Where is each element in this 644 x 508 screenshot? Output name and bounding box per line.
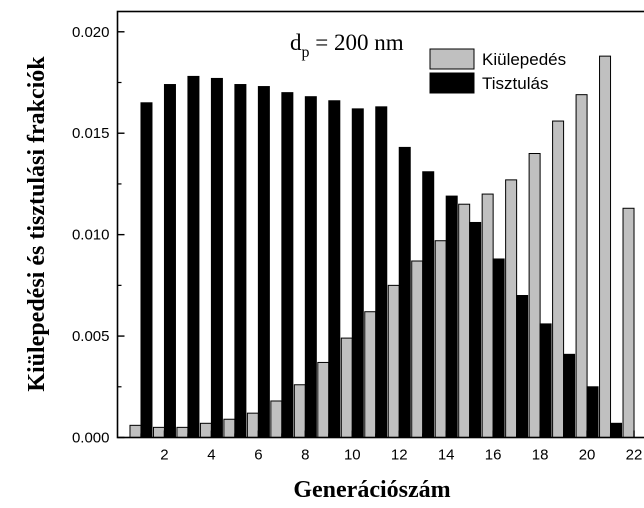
size-annotation: dp = 200 nm	[290, 30, 404, 61]
bar-tisztulas-gen-9	[328, 100, 341, 438]
bar-tisztulas-gen-19	[563, 353, 576, 438]
bar-kiulepedes-gen-4	[199, 422, 212, 438]
bar-kiulepedes-gen-12	[387, 284, 400, 438]
legend-swatch-kiulepedes	[429, 48, 475, 70]
y-tick-label: 0.005	[72, 328, 110, 345]
bar-kiulepedes-gen-7	[270, 400, 283, 438]
bar-tisztulas-gen-17	[516, 295, 529, 438]
x-tick-label: 20	[579, 447, 596, 464]
x-tick-label: 8	[301, 447, 309, 464]
bar-kiulepedes-gen-5	[223, 418, 236, 438]
bar-tisztulas-gen-1	[140, 102, 153, 438]
legend-swatch-tisztulas	[429, 72, 475, 94]
bar-tisztulas-gen-12	[398, 146, 411, 438]
bar-tisztulas-gen-10	[351, 108, 364, 439]
bar-tisztulas-gen-11	[375, 106, 388, 438]
bar-tisztulas-gen-5	[234, 84, 247, 438]
bar-kiulepedes-gen-20	[575, 94, 588, 438]
bars-group	[129, 55, 635, 439]
y-tick-label: 0.015	[72, 125, 110, 142]
bar-kiulepedes-gen-3	[176, 426, 189, 438]
bar-tisztulas-gen-3	[187, 75, 200, 438]
x-axis-title: Generációszám	[293, 477, 450, 503]
x-axis: 2 4 6 8 10 12 14 16 18 20 22	[140, 430, 643, 464]
bar-kiulepedes-gen-14	[434, 240, 447, 438]
bar-kiulepedes-gen-8	[293, 384, 306, 439]
legend-label-kiulepedes: Kiülepedés	[482, 50, 566, 69]
bar-kiulepedes-gen-11	[364, 311, 377, 439]
x-tick-label: 14	[438, 447, 455, 464]
bar-tisztulas-gen-13	[422, 171, 435, 438]
bar-tisztulas-gen-7	[281, 92, 294, 438]
bar-tisztulas-gen-21	[610, 422, 623, 438]
x-tick-label: 4	[207, 447, 215, 464]
bar-kiulepedes-gen-13	[411, 260, 424, 439]
bar-kiulepedes-gen-15	[458, 203, 471, 438]
bar-kiulepedes-gen-10	[340, 337, 353, 439]
bar-tisztulas-gen-18	[539, 323, 552, 438]
legend-label-tisztulas: Tisztulás	[482, 74, 548, 93]
plot-frame	[116, 10, 644, 439]
x-tick-label: 10	[344, 447, 361, 464]
bar-kiulepedes-gen-19	[552, 120, 565, 438]
y-tick-label: 0.010	[72, 227, 110, 244]
bar-kiulepedes-gen-2	[152, 426, 165, 438]
y-tick-label: 0.000	[72, 430, 110, 447]
bar-kiulepedes-gen-16	[481, 193, 494, 438]
x-tick-label: 2	[160, 447, 168, 464]
bar-tisztulas-gen-4	[210, 77, 223, 438]
bar-tisztulas-gen-14	[445, 195, 458, 438]
bar-kiulepedes-gen-6	[246, 412, 259, 439]
x-tick-label: 6	[254, 447, 262, 464]
bar-tisztulas-gen-6	[257, 86, 270, 438]
x-tick-label: 22	[626, 447, 643, 464]
bar-tisztulas-gen-16	[492, 258, 505, 438]
bar-kiulepedes-gen-18	[528, 153, 541, 438]
bar-tisztulas-gen-8	[304, 96, 317, 438]
bar-tisztulas-gen-15	[469, 221, 482, 438]
bar-tisztulas-gen-20	[586, 386, 599, 439]
bar-tisztulas-gen-2	[163, 84, 176, 438]
y-tick-label: 0.020	[72, 24, 110, 41]
x-tick-label: 16	[485, 447, 502, 464]
bar-kiulepedes-gen-22	[622, 207, 635, 438]
bar-kiulepedes-gen-9	[317, 361, 330, 438]
y-axis-title: Kiülepedési és tisztulási frakciók	[24, 56, 50, 392]
bar-kiulepedes-gen-17	[505, 179, 518, 438]
y-axis: 0.000 0.005 0.010 0.015 0.020	[72, 24, 125, 447]
legend: Kiülepedés Tisztulás	[429, 48, 566, 94]
bar-kiulepedes-gen-21	[599, 55, 612, 438]
x-tick-label: 18	[532, 447, 549, 464]
x-tick-label: 12	[391, 447, 408, 464]
bar-kiulepedes-gen-1	[129, 424, 142, 438]
